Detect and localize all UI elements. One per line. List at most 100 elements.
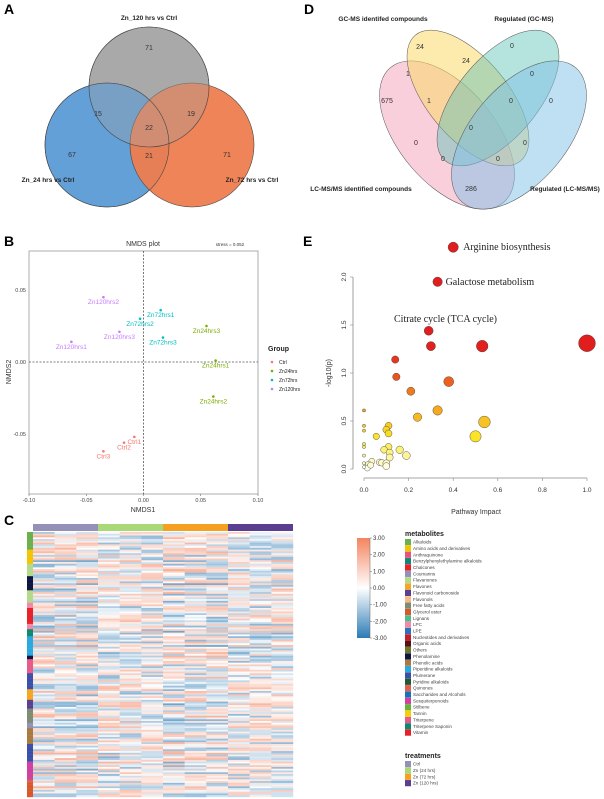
- heatmap-cell: [228, 588, 250, 591]
- row-annotation: [27, 733, 33, 736]
- heatmap-cell: [141, 615, 164, 617]
- heatmap-cell: [228, 676, 250, 679]
- heatmap-cell: [119, 655, 142, 658]
- heatmap-cell: [33, 791, 55, 794]
- heatmap-cell: [184, 627, 207, 630]
- venn-d-region-count: 0: [509, 98, 513, 105]
- row-annotation: [27, 576, 33, 579]
- heatmap-cell: [33, 602, 55, 605]
- heatmap-cell: [141, 650, 164, 653]
- heatmap-cell: [98, 565, 120, 568]
- heatmap-cell: [54, 740, 77, 743]
- heatmap-cell: [141, 533, 164, 536]
- heatmap-cell: [119, 646, 142, 649]
- heatmap-cell: [249, 540, 272, 543]
- heatmap-cell: [141, 639, 164, 642]
- heatmap-cell: [249, 567, 272, 570]
- heatmap-cell: [271, 602, 294, 605]
- heatmap-cell: [271, 639, 294, 642]
- heatmap-cell: [33, 729, 55, 732]
- heatmap-cell: [76, 602, 99, 605]
- heatmap-cell: [249, 691, 272, 693]
- row-annotation: [27, 556, 33, 559]
- heatmap-cell: [206, 607, 229, 610]
- heatmap-cell: [228, 570, 250, 573]
- pathway-point: [367, 461, 374, 469]
- heatmap-cell: [76, 772, 99, 775]
- heatmap-cell: [271, 646, 294, 649]
- heatmap-cell: [76, 643, 99, 646]
- heatmap-cell: [76, 740, 99, 743]
- heatmap-cell: [54, 698, 77, 701]
- heatmap-cell: [98, 542, 120, 545]
- heatmap-cell: [184, 745, 207, 748]
- heatmap-cell: [119, 606, 142, 609]
- heatmap-cell: [271, 632, 294, 635]
- heatmap-cell: [163, 763, 185, 766]
- heatmap-cell: [119, 687, 142, 690]
- heatmap-cell: [33, 726, 55, 729]
- heatmap-cell: [33, 763, 55, 766]
- heatmap-cell: [271, 553, 294, 556]
- row-annotation: [27, 726, 33, 729]
- heatmap-cell: [76, 722, 99, 725]
- heatmap-cell: [33, 645, 55, 648]
- heatmap-cell: [228, 600, 250, 603]
- heatmap-cell: [184, 698, 207, 701]
- heatmap-cell: [76, 581, 99, 584]
- heatmap-cell: [119, 641, 142, 644]
- heatmap-cell: [249, 784, 272, 787]
- heatmap-cell: [76, 793, 99, 796]
- heatmap-cell: [76, 779, 99, 782]
- heatmap-cell: [98, 535, 120, 538]
- heatmap-cell: [228, 683, 250, 686]
- heatmap-cell: [206, 585, 229, 587]
- heatmap-cell: [76, 620, 99, 623]
- heatmap-cell: [249, 570, 272, 573]
- heatmap-cell: [184, 539, 207, 542]
- heatmap-cell: [228, 553, 250, 556]
- heatmap-cell: [76, 595, 99, 598]
- nmds-point-label: Zn24hrs1: [202, 363, 230, 370]
- heatmap-cell: [184, 692, 207, 695]
- heatmap-cell: [228, 634, 250, 637]
- heatmap-cell: [249, 698, 272, 701]
- heatmap-cell: [228, 556, 250, 559]
- heatmap-cell: [271, 682, 294, 685]
- heatmap-cell: [163, 781, 185, 784]
- heatmap-cell: [98, 708, 120, 711]
- heatmap-cell: [33, 682, 55, 685]
- heatmap-cell: [206, 622, 229, 625]
- heatmap-cell: [98, 625, 120, 628]
- heatmap-cell: [184, 618, 207, 621]
- heatmap-cell: [249, 537, 272, 540]
- heatmap-cell: [119, 683, 142, 686]
- heatmap-cell: [228, 554, 250, 557]
- heatmap-cell: [141, 600, 164, 603]
- heatmap-cell: [163, 666, 185, 669]
- heatmap-cell: [76, 691, 99, 693]
- row-annotation: [27, 586, 33, 589]
- heatmap-cell: [271, 756, 294, 759]
- colorbar-tick: 1.00: [373, 569, 385, 575]
- heatmap-cell: [184, 540, 207, 543]
- heatmap-cell: [119, 680, 142, 683]
- row-annotation: [27, 638, 33, 640]
- pathway-point: [362, 453, 366, 458]
- treatment-bar: [98, 524, 163, 531]
- pathway-point: [384, 429, 393, 438]
- row-annotation: [27, 708, 33, 711]
- row-annotation: [27, 742, 33, 745]
- heatmap-cell: [33, 646, 55, 649]
- heatmap-cell: [206, 556, 229, 559]
- heatmap-cell: [206, 629, 229, 632]
- heatmap-cell: [141, 546, 164, 549]
- heatmap-cell: [76, 553, 99, 556]
- heatmap-cell: [271, 622, 294, 625]
- heatmap-cell: [98, 553, 120, 556]
- treatments-legend-title: treatments: [405, 753, 441, 760]
- heatmap-cell: [98, 636, 120, 639]
- heatmap-cell: [98, 703, 120, 706]
- heatmap-cell: [163, 565, 185, 568]
- row-annotation: [27, 551, 33, 554]
